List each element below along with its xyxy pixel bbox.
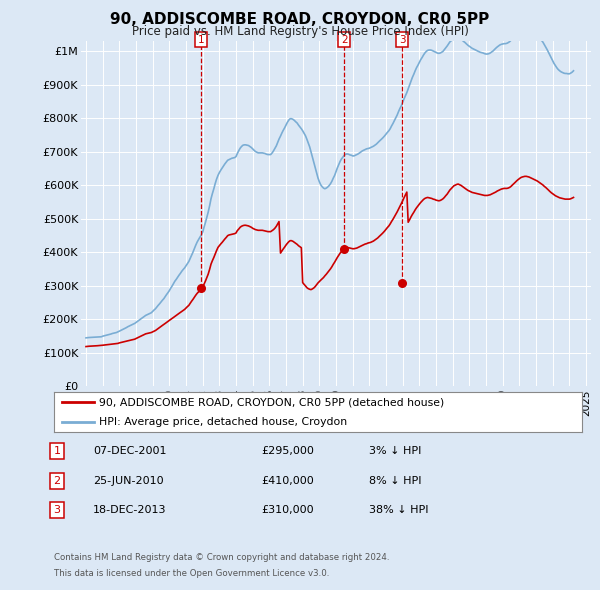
Text: 1: 1 (53, 447, 61, 456)
Text: £310,000: £310,000 (261, 506, 314, 515)
Text: HPI: Average price, detached house, Croydon: HPI: Average price, detached house, Croy… (99, 417, 347, 427)
Text: 1: 1 (198, 35, 205, 45)
Text: 90, ADDISCOMBE ROAD, CROYDON, CR0 5PP: 90, ADDISCOMBE ROAD, CROYDON, CR0 5PP (110, 12, 490, 27)
Text: 3: 3 (53, 506, 61, 515)
Text: Contains HM Land Registry data © Crown copyright and database right 2024.: Contains HM Land Registry data © Crown c… (54, 553, 389, 562)
Text: This data is licensed under the Open Government Licence v3.0.: This data is licensed under the Open Gov… (54, 569, 329, 578)
Text: 18-DEC-2013: 18-DEC-2013 (93, 506, 167, 515)
Text: Price paid vs. HM Land Registry's House Price Index (HPI): Price paid vs. HM Land Registry's House … (131, 25, 469, 38)
Text: 90, ADDISCOMBE ROAD, CROYDON, CR0 5PP (detached house): 90, ADDISCOMBE ROAD, CROYDON, CR0 5PP (d… (99, 397, 444, 407)
Text: £295,000: £295,000 (261, 447, 314, 456)
Text: 3: 3 (398, 35, 406, 45)
Text: 8% ↓ HPI: 8% ↓ HPI (369, 476, 421, 486)
Text: 2: 2 (53, 476, 61, 486)
Text: £410,000: £410,000 (261, 476, 314, 486)
Text: 3% ↓ HPI: 3% ↓ HPI (369, 447, 421, 456)
Text: 07-DEC-2001: 07-DEC-2001 (93, 447, 167, 456)
Text: 2: 2 (341, 35, 347, 45)
Text: 38% ↓ HPI: 38% ↓ HPI (369, 506, 428, 515)
Text: 25-JUN-2010: 25-JUN-2010 (93, 476, 164, 486)
